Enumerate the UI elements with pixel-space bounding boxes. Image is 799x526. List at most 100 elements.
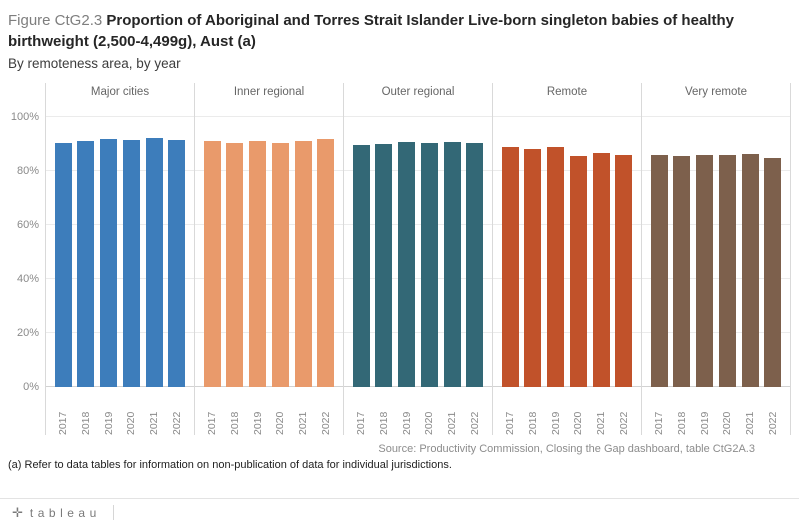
x-label-slot: 2020	[123, 387, 140, 435]
x-axis-labels: 2017 2018 2019 2020 2021 2022	[642, 387, 790, 435]
year-label: 2017	[504, 411, 517, 435]
x-axis-line	[46, 386, 194, 387]
gridline	[642, 332, 790, 333]
source-note: Source: Productivity Commission, Closing…	[378, 443, 755, 455]
bar[interactable]	[77, 141, 95, 387]
bar-group	[493, 107, 641, 387]
year-label: 2022	[319, 411, 332, 435]
panels: Major cities 2017 2018 2019 2020 2021 2022 Inne…	[45, 83, 791, 435]
bar[interactable]	[271, 142, 289, 387]
x-axis-labels: 2017 2018 2019 2020 2021 2022	[195, 387, 343, 435]
y-axis-ticks: 0% 20% 40% 60% 80% 100%	[8, 107, 45, 393]
bar[interactable]	[466, 142, 484, 387]
bar-group	[642, 107, 790, 387]
x-label-slot: 2019	[398, 387, 415, 435]
gridline	[344, 278, 492, 279]
bar[interactable]	[718, 154, 736, 387]
tableau-logo[interactable]: ✛ tableau	[12, 505, 101, 521]
year-label: 2022	[170, 411, 183, 435]
gridline	[46, 332, 194, 333]
bar[interactable]	[420, 142, 438, 387]
gridline	[195, 116, 343, 117]
bar[interactable]	[398, 141, 416, 387]
plot-area	[642, 107, 790, 387]
y-axis-tick-label: 40%	[16, 273, 39, 285]
title-text: Proportion of Aboriginal and Torres Stra…	[8, 12, 734, 50]
bar[interactable]	[375, 144, 393, 387]
year-label: 2022	[468, 411, 481, 435]
x-label-slot: 2021	[742, 387, 759, 435]
bar[interactable]	[249, 141, 267, 387]
x-axis-line	[642, 386, 790, 387]
year-label: 2020	[572, 411, 585, 435]
bar[interactable]	[501, 146, 519, 387]
bar[interactable]	[547, 147, 565, 387]
y-axis-tick-label: 80%	[16, 165, 39, 177]
x-label-slot: 2020	[570, 387, 587, 435]
bar-group	[344, 107, 492, 387]
bar[interactable]	[122, 140, 140, 387]
gridline	[642, 116, 790, 117]
panel-major-cities: Major cities 2017 2018 2019 2020 2021 2022	[45, 83, 194, 435]
bar[interactable]	[592, 153, 610, 387]
bar[interactable]	[168, 140, 186, 387]
x-label-slot: 2022	[317, 387, 334, 435]
x-label-slot: 2022	[466, 387, 483, 435]
x-label-slot: 2017	[353, 387, 370, 435]
gridline	[493, 278, 641, 279]
year-label: 2019	[549, 411, 562, 435]
bar[interactable]	[294, 141, 312, 387]
year-label: 2019	[251, 411, 264, 435]
bar-group	[195, 107, 343, 387]
y-axis: 0% 20% 40% 60% 80% 100%	[8, 83, 45, 435]
gridline	[493, 332, 641, 333]
bar[interactable]	[650, 154, 668, 387]
year-label: 2017	[653, 411, 666, 435]
x-label-slot: 2018	[226, 387, 243, 435]
year-label: 2018	[675, 411, 688, 435]
x-axis-line	[493, 386, 641, 387]
year-label: 2019	[400, 411, 413, 435]
gridline	[195, 224, 343, 225]
year-label: 2021	[595, 411, 608, 435]
year-label: 2017	[57, 411, 70, 435]
bar[interactable]	[54, 142, 72, 387]
x-label-slot: 2021	[295, 387, 312, 435]
bar[interactable]	[352, 145, 370, 387]
year-label: 2018	[377, 411, 390, 435]
bar[interactable]	[443, 141, 461, 387]
x-label-slot: 2018	[375, 387, 392, 435]
bar[interactable]	[673, 155, 691, 387]
bar[interactable]	[145, 137, 163, 387]
x-axis-labels: 2017 2018 2019 2020 2021 2022	[493, 387, 641, 435]
bar[interactable]	[524, 148, 542, 387]
gridline	[493, 116, 641, 117]
x-label-slot: 2021	[444, 387, 461, 435]
bar[interactable]	[317, 138, 335, 387]
panel-very-remote: Very remote 2017 2018 2019 2020 2021 2022	[641, 83, 791, 435]
y-axis-spacer	[8, 83, 45, 107]
panel-outer-regional: Outer regional 2017 2018 2019 2020 2021 2022	[343, 83, 492, 435]
year-label: 2019	[102, 411, 115, 435]
bar-group	[46, 107, 194, 387]
bar[interactable]	[615, 154, 633, 387]
bar[interactable]	[203, 141, 221, 387]
gridline	[642, 170, 790, 171]
x-label-slot: 2017	[55, 387, 72, 435]
bar-chart: 0% 20% 40% 60% 80% 100% Major cities 2017 2018 2…	[8, 83, 791, 435]
plot-area	[195, 107, 343, 387]
bar[interactable]	[696, 154, 714, 387]
x-label-slot: 2017	[204, 387, 221, 435]
bar[interactable]	[100, 138, 118, 387]
bar[interactable]	[741, 154, 759, 387]
year-label: 2018	[526, 411, 539, 435]
gridline	[344, 224, 492, 225]
year-label: 2020	[721, 411, 734, 435]
bar[interactable]	[569, 156, 587, 387]
bar[interactable]	[764, 157, 782, 387]
x-label-slot: 2022	[615, 387, 632, 435]
x-label-slot: 2020	[421, 387, 438, 435]
gridline	[46, 116, 194, 117]
y-axis-tick-label: 20%	[16, 327, 39, 339]
bar[interactable]	[226, 142, 244, 387]
